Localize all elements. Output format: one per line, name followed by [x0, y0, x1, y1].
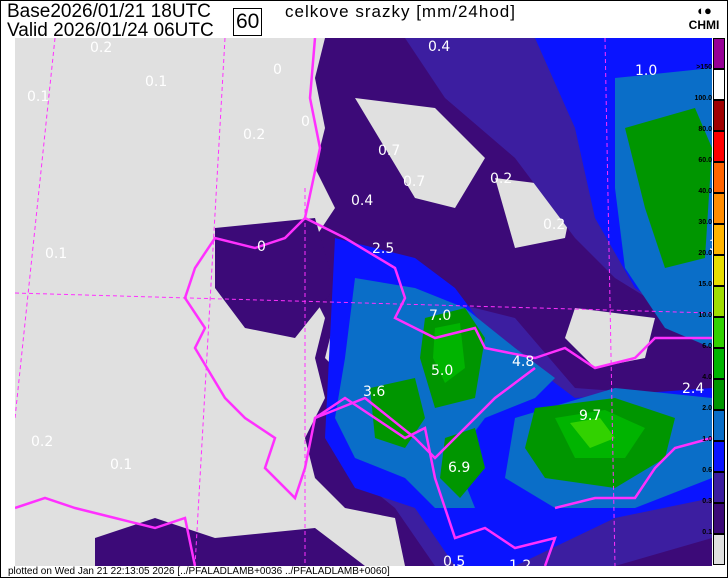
legend-label: 60.0: [698, 157, 712, 164]
map-value-label: 0.1: [145, 74, 167, 90]
legend-swatch: [713, 100, 725, 131]
legend-swatch: [713, 38, 725, 69]
precip-0.1-west: [95, 218, 365, 566]
map-value-label: 5.0: [431, 363, 453, 379]
map-value-label: 0.2: [90, 40, 112, 56]
legend-label: 0.1: [702, 529, 712, 536]
legend-label: 30.0: [698, 219, 712, 226]
legend-label: >150: [696, 64, 712, 71]
map-value-label: 0: [301, 114, 310, 130]
legend-label: 2.0: [702, 405, 712, 412]
logo-mark-icon: ◐●: [697, 3, 712, 18]
map-value-label: 2.5: [372, 241, 394, 257]
valid-value: 2026/01/24 06UTC: [53, 20, 214, 41]
legend-swatch: [713, 472, 725, 503]
chmi-logo: ◐● CHMI: [686, 3, 722, 33]
map-value-label: 0.7: [403, 174, 425, 190]
legend-swatch: [713, 162, 725, 193]
legend-swatch: [713, 255, 725, 286]
legend-label: 40.0: [698, 188, 712, 195]
base-label: Base: [7, 1, 51, 22]
map-value-label: 0.1: [27, 89, 49, 105]
legend-label: 20.0: [698, 250, 712, 257]
legend-swatch: [713, 224, 725, 255]
map-value-label: 0.2: [490, 171, 512, 187]
legend-swatch: [713, 193, 725, 224]
legend-swatch: [713, 69, 725, 100]
legend-label: 80.0: [698, 126, 712, 133]
map-value-label: 0.2: [243, 127, 265, 143]
base-value: 2026/01/21 18UTC: [50, 1, 211, 22]
valid-label: Valid: [7, 20, 48, 41]
legend-label: 100.0: [694, 95, 712, 102]
valid-time: Valid 2026/01/24 06UTC: [7, 21, 214, 40]
map-value-label: 0.5: [443, 554, 465, 566]
map-value-label: 7.0: [429, 308, 451, 324]
precipitation-map: 0.2 0.4 1.0 0.1 0.1 0.2 0 0 0.7 0.7 0.4 …: [15, 38, 718, 566]
map-value-label: 0.2: [543, 217, 565, 233]
legend-label: 15.0: [698, 281, 712, 288]
map-value-label: 0.1: [45, 246, 67, 262]
lead-hours-box: 60: [233, 8, 263, 36]
legend-swatch: [713, 286, 725, 317]
map-value-label: 9.7: [579, 408, 601, 424]
legend-swatch: [713, 441, 725, 472]
country-borders: [15, 38, 713, 566]
map-value-label: 0.7: [378, 143, 400, 159]
map-value-label: 0.1: [110, 457, 132, 473]
legend-label: 4.0: [702, 374, 712, 381]
legend-label: 10.0: [698, 312, 712, 319]
precip-6.0: [570, 418, 615, 448]
map-value-label: 0.2: [31, 434, 53, 450]
map-value-label: 0.4: [351, 193, 373, 209]
map-value-label: 0: [273, 62, 282, 78]
legend-swatch: [713, 317, 725, 348]
legend-swatch: [713, 534, 725, 565]
legend-swatch: [713, 503, 725, 534]
map-value-label: 0.4: [428, 39, 450, 55]
legend-swatch: [713, 379, 725, 410]
value-labels: 0.2 0.4 1.0 0.1 0.1 0.2 0 0 0.7 0.7 0.4 …: [27, 39, 718, 566]
map-value-label: 2.4: [682, 381, 704, 397]
map-value-label: 1.2: [509, 558, 531, 566]
legend-swatch: [713, 131, 725, 162]
map-value-label: 0: [257, 239, 266, 255]
footer-plot-info: plotted on Wed Jan 21 22:13:05 2026 [../…: [8, 566, 390, 577]
legend-label: 0.3: [702, 498, 712, 505]
map-value-label: 6.9: [448, 460, 470, 476]
no-precip-holes: [325, 98, 655, 378]
map-value-label: 3.6: [363, 384, 385, 400]
map-value-label: 1.0: [635, 63, 657, 79]
base-time: Base2026/01/21 18UTC: [7, 2, 211, 21]
legend-label: 0.6: [702, 467, 712, 474]
logo-text: CHMI: [688, 18, 720, 32]
legend-swatch: [713, 348, 725, 379]
map-title: celkove srazky [mm/24hod]: [285, 2, 516, 21]
legend-swatch: [713, 410, 725, 441]
legend-label: 6.0: [702, 343, 712, 350]
legend-label: 1.0: [702, 436, 712, 443]
graticule: [15, 38, 713, 566]
map-value-label: 4.8: [512, 354, 534, 370]
